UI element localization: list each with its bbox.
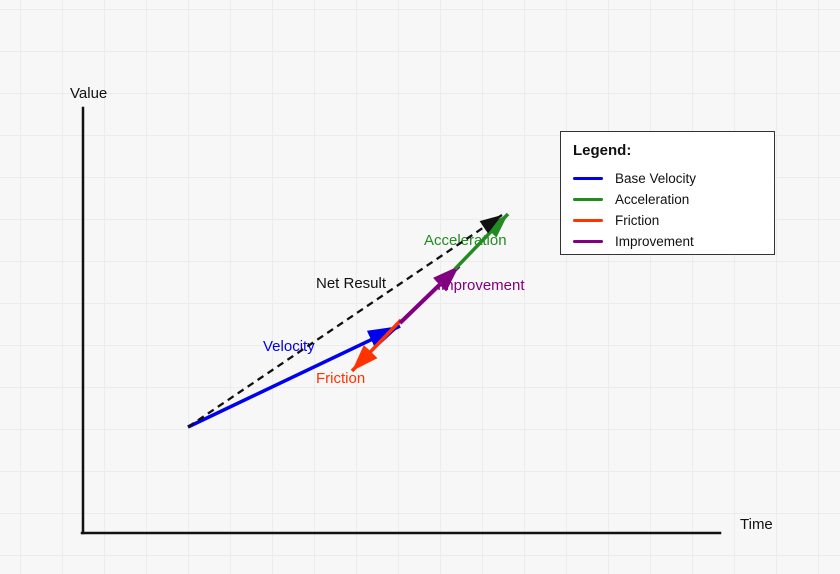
friction-arrow <box>350 318 403 373</box>
improvement-arrow <box>398 264 461 325</box>
legend-item-friction: Friction <box>573 210 762 231</box>
legend-item-label: Improvement <box>615 234 694 249</box>
legend-title: Legend: <box>573 142 632 159</box>
y-axis-label: Value <box>70 85 108 102</box>
acceleration-swatch <box>573 198 603 201</box>
velocity-label: Velocity <box>263 338 315 355</box>
net-result-label: Net Result <box>316 275 387 292</box>
improvement-swatch <box>573 240 603 243</box>
legend-item-label: Acceleration <box>615 192 690 207</box>
acceleration-label: Acceleration <box>424 232 507 249</box>
legend-item-label: Base Velocity <box>615 171 697 186</box>
legend-item-acceleration: Acceleration <box>573 189 762 210</box>
legend: Legend: Base Velocity Acceleration Frict… <box>560 131 775 255</box>
legend-item-label: Friction <box>615 213 660 228</box>
friction-swatch <box>573 219 603 222</box>
friction-label: Friction <box>316 370 366 387</box>
x-axis-label: Time <box>740 516 773 533</box>
legend-item-base-velocity: Base Velocity <box>573 168 762 189</box>
base-velocity-swatch <box>573 177 603 180</box>
improvement-label: Improvement <box>437 277 525 294</box>
legend-item-improvement: Improvement <box>573 231 762 252</box>
